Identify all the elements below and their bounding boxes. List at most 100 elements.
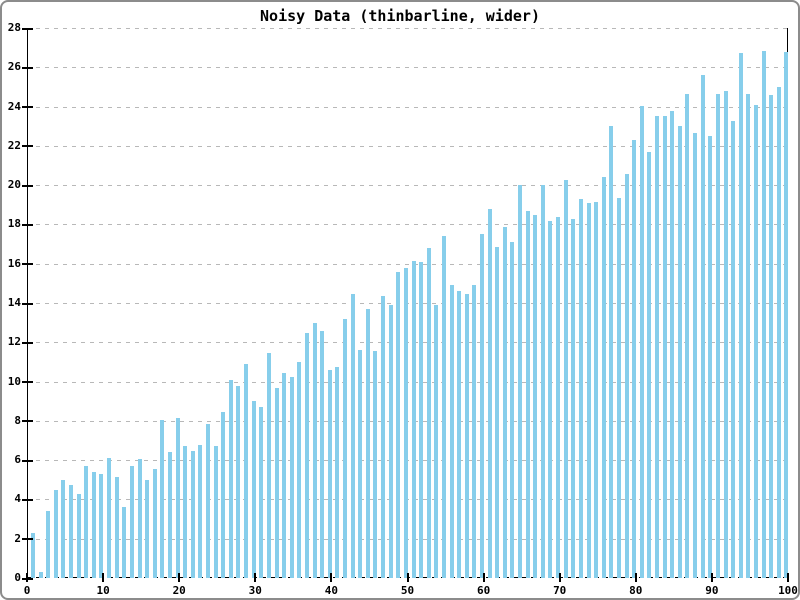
- bar: [556, 216, 561, 578]
- x-tick-70: [558, 573, 561, 582]
- bar: [46, 511, 51, 578]
- bar: [457, 291, 462, 578]
- bar: [578, 198, 583, 578]
- x-tick-80: [634, 573, 637, 582]
- bar: [167, 452, 172, 578]
- bar: [84, 466, 89, 578]
- bar: [616, 197, 621, 578]
- x-tick-label-20: 20: [172, 584, 186, 597]
- y-tick-20: [22, 184, 33, 187]
- y-tick-label-10: 10: [7, 374, 21, 388]
- bar: [91, 471, 96, 578]
- y-tick-label-8: 8: [14, 413, 21, 427]
- y-tick-26: [22, 66, 33, 69]
- bar: [198, 445, 203, 578]
- bar: [723, 90, 728, 578]
- x-tick-label-50: 50: [400, 584, 415, 597]
- bar: [53, 489, 58, 578]
- bar: [411, 260, 416, 578]
- bar: [609, 126, 614, 578]
- bar: [563, 180, 568, 578]
- bar: [312, 322, 317, 578]
- bar: [540, 185, 545, 578]
- bar: [244, 363, 249, 578]
- x-tick-label-30: 30: [248, 584, 262, 597]
- bar: [518, 185, 523, 578]
- x-tick-label-60: 60: [476, 584, 491, 597]
- y-tick-22: [22, 145, 33, 148]
- bar: [647, 151, 652, 578]
- bar: [61, 479, 66, 578]
- y-tick-16: [22, 263, 33, 266]
- x-tick-label-40: 40: [324, 584, 339, 597]
- bar: [677, 126, 682, 578]
- bar: [700, 75, 705, 578]
- y-tick-label-18: 18: [7, 217, 21, 231]
- y-tick-label-6: 6: [14, 453, 21, 467]
- bar: [510, 242, 515, 578]
- y-tick-2: [22, 538, 33, 541]
- y-tick-label-20: 20: [7, 178, 21, 192]
- y-tick-label-16: 16: [7, 256, 21, 270]
- bar: [472, 285, 477, 578]
- y-tick-label-24: 24: [7, 99, 21, 113]
- y-tick-14: [22, 302, 33, 305]
- bar: [122, 507, 127, 578]
- bar: [190, 451, 195, 578]
- bar: [632, 139, 637, 578]
- x-tick-10: [102, 573, 105, 582]
- y-tick-12: [22, 341, 33, 344]
- bar: [183, 446, 188, 578]
- bar: [343, 318, 347, 578]
- gridline-y-22: [27, 145, 788, 147]
- bar: [266, 353, 271, 578]
- gridline-y-28: [27, 28, 788, 29]
- bar: [350, 294, 355, 578]
- y-tick-label-28: 28: [7, 21, 21, 34]
- bar: [403, 267, 408, 578]
- bar: [525, 210, 530, 578]
- bar: [662, 116, 667, 578]
- bar: [495, 247, 500, 578]
- bar: [137, 459, 142, 578]
- bar: [434, 304, 439, 578]
- bar: [685, 93, 690, 578]
- y-tick-8: [22, 420, 33, 423]
- x-tick-100: [787, 573, 789, 582]
- bar: [487, 208, 492, 578]
- y-tick-4: [22, 498, 33, 501]
- chart-title: Noisy Data (thinbarline, wider): [260, 7, 540, 25]
- bar: [419, 261, 424, 578]
- y-tick-28: [22, 27, 33, 30]
- bar: [601, 177, 606, 578]
- y-tick-label-4: 4: [14, 492, 21, 506]
- bar: [594, 201, 599, 578]
- bar: [693, 133, 698, 578]
- bar: [335, 366, 340, 578]
- x-tick-60: [482, 573, 485, 582]
- bar: [38, 572, 43, 578]
- y-tick-label-26: 26: [7, 60, 21, 74]
- bar: [145, 479, 150, 578]
- bar: [586, 202, 591, 578]
- x-tick-90: [710, 573, 713, 582]
- bar: [297, 361, 302, 578]
- gridline-y-24: [27, 106, 788, 108]
- gridline-y-18: [27, 224, 788, 226]
- bar: [107, 458, 112, 578]
- bar: [365, 308, 370, 578]
- bar: [251, 401, 256, 578]
- x-tick-label-0: 0: [23, 584, 31, 597]
- bar: [571, 218, 576, 578]
- y-tick-label-14: 14: [7, 296, 21, 309]
- bar: [114, 476, 119, 578]
- bar: [784, 51, 789, 578]
- bar: [426, 248, 431, 578]
- x-tick-label-90: 90: [705, 584, 719, 597]
- bar: [289, 376, 294, 578]
- bar: [655, 116, 660, 578]
- bar: [396, 271, 401, 578]
- bar: [708, 136, 713, 578]
- bar: [304, 333, 309, 578]
- bar: [221, 412, 226, 578]
